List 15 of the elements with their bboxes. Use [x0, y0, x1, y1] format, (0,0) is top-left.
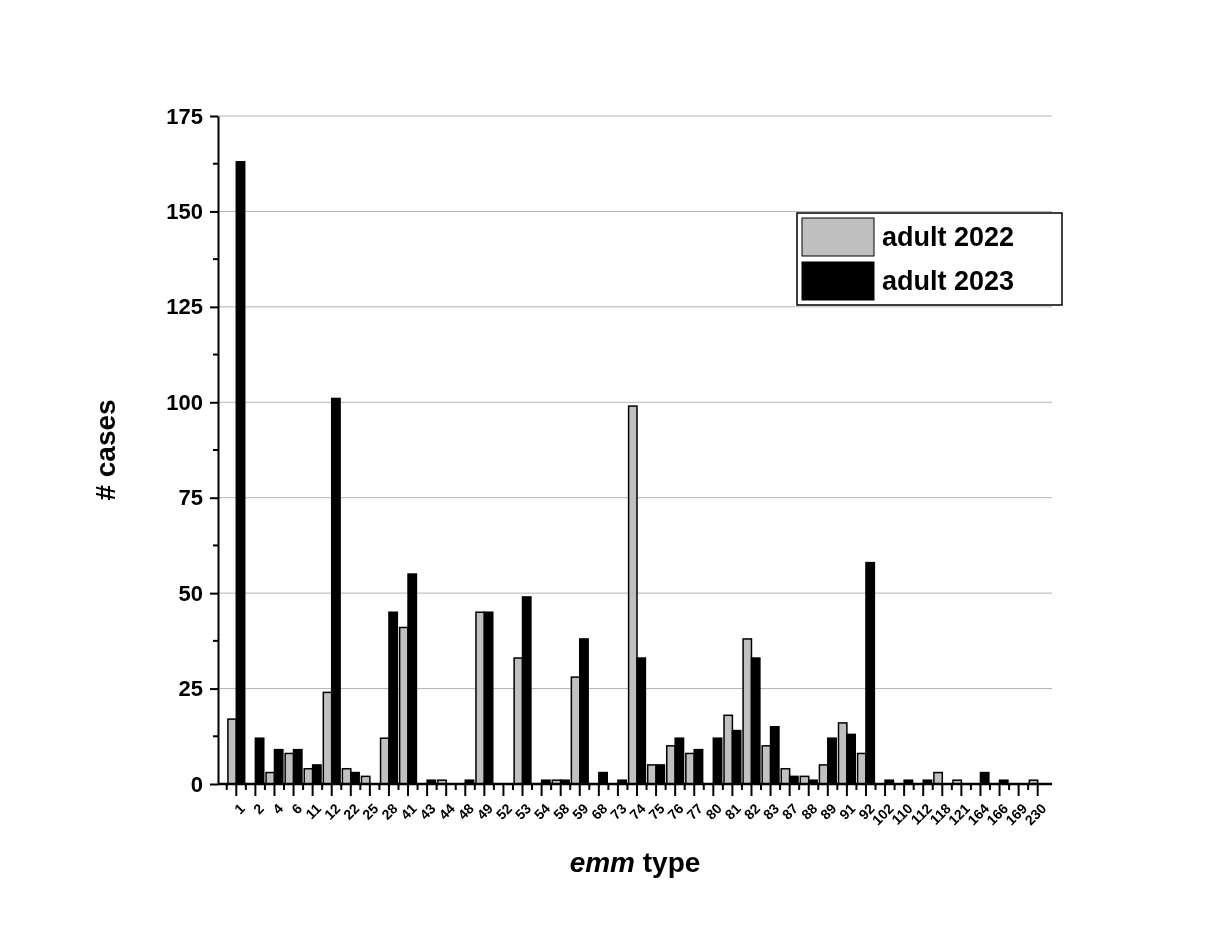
- y-tick-label: 100: [166, 389, 203, 415]
- legend-label: adult 2023: [882, 266, 1015, 297]
- y-tick-label: 125: [166, 294, 203, 320]
- legend-label: adult 2022: [882, 222, 1015, 253]
- y-tick-label: 25: [178, 676, 203, 702]
- x-tick-label: 2: [250, 800, 268, 818]
- y-tick-label: 150: [166, 198, 203, 224]
- y-tick-label: 0: [190, 771, 203, 797]
- x-axis-title: emm type: [569, 847, 701, 878]
- y-axis-title: # cases: [90, 399, 121, 501]
- y-tick-label: 75: [178, 485, 203, 511]
- y-tick-label: 50: [178, 580, 203, 606]
- y-tick-label: 175: [166, 103, 203, 129]
- x-tick-label: 1: [231, 800, 249, 818]
- x-tick-label: 4: [269, 800, 287, 818]
